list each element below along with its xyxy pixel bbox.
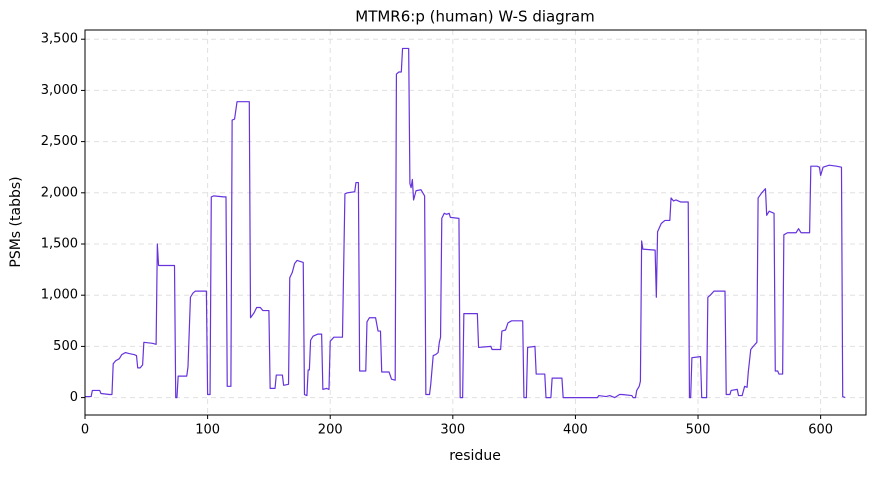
data-line: [85, 47, 846, 399]
y-axis-label: PSMs (tabbs): [8, 176, 24, 267]
x-tick-label: 0: [81, 423, 89, 438]
y-tick-label: 2,500: [41, 134, 78, 149]
y-tick-label: 1,500: [41, 237, 78, 252]
x-tick-label: 300: [440, 423, 465, 438]
y-tick-label: 1,000: [41, 288, 78, 303]
y-tick-label: 500: [53, 339, 78, 354]
chart-title: MTMR6:p (human) W-S diagram: [355, 8, 594, 26]
plot-frame: [84, 29, 867, 416]
y-tick-label: 3,500: [41, 32, 78, 47]
x-axis-label: residue: [449, 448, 501, 464]
x-tick-label: 500: [686, 423, 711, 438]
y-tick-label: 3,000: [41, 83, 78, 98]
x-tick-label: 400: [563, 423, 588, 438]
x-tick-label: 100: [195, 423, 220, 438]
x-tick-label: 600: [808, 423, 833, 438]
x-tick-label: 200: [318, 423, 343, 438]
y-tick-label: 0: [70, 390, 78, 405]
y-tick-label: 2,000: [41, 185, 78, 200]
